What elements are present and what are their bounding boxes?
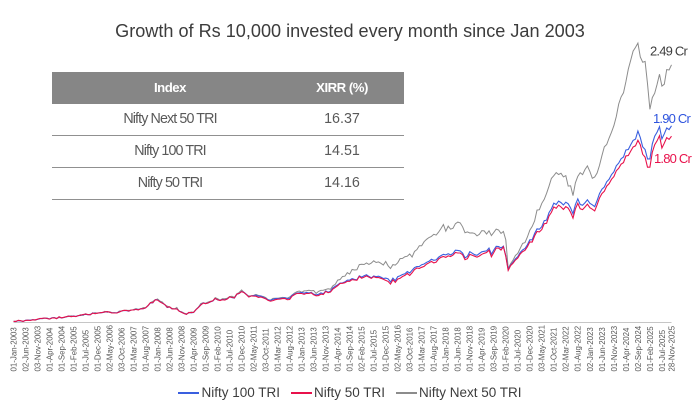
svg-text:03-Nov-2008: 03-Nov-2008 [178,325,187,371]
svg-text:01-Nov-2013: 01-Nov-2013 [322,325,331,371]
svg-text:28-Nov-2025: 28-Nov-2025 [667,325,676,371]
svg-text:03-May-2021: 03-May-2021 [538,325,547,372]
svg-text:02-Mar-2022: 02-Mar-2022 [562,326,571,371]
svg-text:01-Jan-2018: 01-Jan-2018 [442,327,451,372]
svg-text:02-Jun-2008: 02-Jun-2008 [166,327,175,372]
svg-text:03-Oct-2006: 03-Oct-2006 [118,327,127,371]
svg-text:01-Apr-2019: 01-Apr-2019 [478,327,487,371]
svg-text:01-Jan-2003: 01-Jan-2003 [9,327,18,372]
svg-text:01-Aug-2022: 01-Aug-2022 [574,326,583,372]
svg-text:01-Mar-2012: 01-Mar-2012 [274,326,283,371]
svg-text:2.49 Cr: 2.49 Cr [650,44,689,59]
svg-text:01-Dec-2015: 01-Dec-2015 [382,325,391,371]
svg-text:01-Jul-2020: 01-Jul-2020 [514,329,523,371]
svg-text:01-Sep-2014: 01-Sep-2014 [346,325,355,371]
svg-text:02-Jan-2023: 02-Jan-2023 [586,327,595,372]
svg-text:01-Jan-2013: 01-Jan-2013 [298,327,307,372]
svg-text:01-Mar-2017: 01-Mar-2017 [418,326,427,371]
svg-text:01-Feb-2010: 01-Feb-2010 [214,326,223,372]
svg-text:02-May-2016: 02-May-2016 [394,324,403,371]
svg-text:01-Jun-2023: 01-Jun-2023 [598,327,607,372]
svg-text:01-Dec-2005: 01-Dec-2005 [94,325,103,371]
svg-text:01-Jul-2025: 01-Jul-2025 [658,329,667,371]
svg-text:01-Dec-2020: 01-Dec-2020 [526,325,535,371]
svg-text:03-Jun-2013: 03-Jun-2013 [310,327,319,372]
svg-text:01-Sep-2004: 01-Sep-2004 [57,325,66,371]
svg-text:03-Oct-2011: 03-Oct-2011 [262,328,271,371]
svg-text:01-Apr-2014: 01-Apr-2014 [334,327,343,371]
svg-text:02-Feb-2015: 02-Feb-2015 [358,326,367,372]
svg-text:01-Oct-2021: 01-Oct-2021 [550,328,559,372]
svg-text:01-Apr-2004: 01-Apr-2004 [45,327,54,371]
svg-text:01-Jun-2018: 01-Jun-2018 [454,327,463,372]
svg-text:01-Mar-2007: 01-Mar-2007 [130,326,139,371]
svg-text:01-Nov-2023: 01-Nov-2023 [610,325,619,371]
svg-text:01-Aug-2007: 01-Aug-2007 [142,326,151,372]
svg-text:01-Aug-2012: 01-Aug-2012 [286,326,295,372]
svg-text:01-Feb-2005: 01-Feb-2005 [69,326,78,372]
svg-text:1.90 Cr: 1.90 Cr [653,111,692,126]
svg-text:02-May-2011: 02-May-2011 [250,326,259,372]
svg-text:01-Jul-2010: 01-Jul-2010 [226,329,235,371]
svg-text:01-Feb-2025: 01-Feb-2025 [646,326,655,372]
svg-text:02-Sep-2024: 02-Sep-2024 [634,325,643,371]
svg-text:01-Dec-2010: 01-Dec-2010 [238,325,247,371]
svg-text:01-Apr-2009: 01-Apr-2009 [190,327,199,371]
svg-text:01-Sep-2009: 01-Sep-2009 [202,325,211,371]
svg-text:03-Nov-2003: 03-Nov-2003 [33,325,42,371]
svg-text:01-Jul-2015: 01-Jul-2015 [370,329,379,371]
svg-text:03-Sep-2019: 03-Sep-2019 [490,325,499,371]
svg-text:02-May-2006: 02-May-2006 [106,324,115,371]
svg-text:01-Apr-2024: 01-Apr-2024 [622,327,631,371]
svg-text:02-Jun-2003: 02-Jun-2003 [21,327,30,372]
svg-text:1.80 Cr: 1.80 Cr [654,151,693,166]
svg-text:01-Nov-2018: 01-Nov-2018 [466,325,475,371]
svg-text:03-Oct-2016: 03-Oct-2016 [406,327,415,371]
svg-text:01-Jul-2005: 01-Jul-2005 [81,329,90,371]
svg-text:01-Aug-2017: 01-Aug-2017 [430,326,439,372]
svg-text:01-Jan-2008: 01-Jan-2008 [154,327,163,372]
svg-text:01-Feb-2020: 01-Feb-2020 [502,326,511,372]
